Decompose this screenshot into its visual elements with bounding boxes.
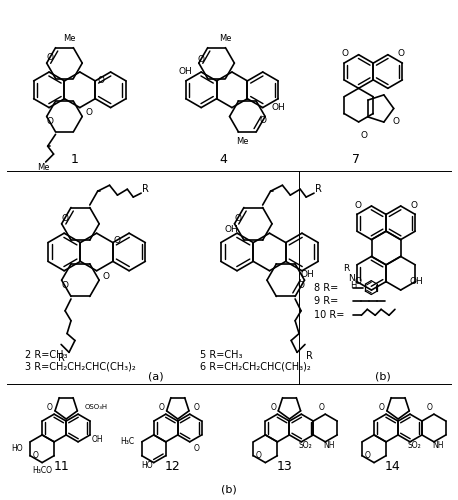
Text: Me: Me bbox=[38, 164, 50, 172]
Text: 13: 13 bbox=[277, 460, 292, 473]
Text: 4: 4 bbox=[219, 152, 227, 166]
Text: HO: HO bbox=[141, 461, 153, 470]
Text: Me: Me bbox=[236, 137, 248, 146]
Text: O: O bbox=[103, 272, 109, 281]
Text: 3 R=CH₂CH₂CHC(CH₃)₂: 3 R=CH₂CH₂CHC(CH₃)₂ bbox=[25, 362, 135, 372]
Text: (b): (b) bbox=[221, 484, 237, 494]
Text: 12: 12 bbox=[165, 460, 180, 473]
Text: SO₂: SO₂ bbox=[299, 442, 312, 450]
Text: SO₂: SO₂ bbox=[407, 442, 421, 450]
Text: O: O bbox=[360, 131, 367, 140]
Text: O: O bbox=[297, 282, 304, 290]
Text: 2 R=CH₃: 2 R=CH₃ bbox=[25, 350, 67, 360]
Text: OH: OH bbox=[409, 277, 423, 286]
Text: H: H bbox=[350, 280, 356, 289]
Text: (a): (a) bbox=[148, 372, 164, 382]
Text: O: O bbox=[235, 214, 242, 222]
Text: O: O bbox=[393, 118, 400, 126]
Text: O: O bbox=[62, 214, 69, 222]
Text: O: O bbox=[256, 451, 262, 460]
Text: HO: HO bbox=[11, 444, 23, 454]
Text: O: O bbox=[62, 282, 69, 290]
Text: 6 R=CH₂CH₂CHC(CH₃)₂: 6 R=CH₂CH₂CHC(CH₃)₂ bbox=[200, 362, 311, 372]
Text: 1: 1 bbox=[71, 152, 79, 166]
Text: 5 R=CH₃: 5 R=CH₃ bbox=[200, 350, 243, 360]
Text: O: O bbox=[85, 108, 92, 118]
Text: 8 R=: 8 R= bbox=[314, 282, 338, 292]
Text: OH: OH bbox=[301, 270, 315, 279]
Text: O: O bbox=[47, 54, 54, 62]
Text: O: O bbox=[379, 402, 385, 411]
Text: 9 R=: 9 R= bbox=[314, 296, 338, 306]
Text: (b): (b) bbox=[375, 372, 391, 382]
Text: H₃CO: H₃CO bbox=[32, 466, 52, 475]
Text: OH: OH bbox=[92, 434, 104, 444]
Text: 7: 7 bbox=[353, 152, 360, 166]
Text: 10 R=: 10 R= bbox=[314, 310, 344, 320]
Text: Me: Me bbox=[219, 34, 232, 42]
Text: R: R bbox=[142, 184, 148, 194]
Text: O: O bbox=[158, 402, 164, 411]
Text: R: R bbox=[343, 264, 349, 272]
Text: R: R bbox=[315, 184, 322, 194]
Text: NH: NH bbox=[432, 442, 444, 450]
Text: O: O bbox=[98, 76, 105, 86]
Text: 11: 11 bbox=[53, 460, 69, 473]
Text: O: O bbox=[260, 116, 267, 124]
Text: O: O bbox=[194, 402, 200, 411]
Text: O: O bbox=[427, 402, 433, 411]
Text: OH: OH bbox=[272, 103, 285, 112]
Text: O: O bbox=[411, 202, 418, 210]
Text: Me: Me bbox=[64, 34, 76, 42]
Text: OSO₃H: OSO₃H bbox=[85, 404, 108, 410]
Text: H₃C: H₃C bbox=[120, 438, 134, 446]
Text: R: R bbox=[305, 352, 312, 362]
Text: O: O bbox=[342, 48, 349, 58]
Text: O: O bbox=[354, 202, 361, 210]
Text: 14: 14 bbox=[385, 460, 401, 473]
Text: O: O bbox=[194, 444, 200, 454]
Text: O: O bbox=[114, 236, 121, 245]
Text: OH: OH bbox=[179, 68, 192, 76]
Text: O: O bbox=[47, 402, 53, 411]
Text: O: O bbox=[318, 402, 324, 411]
Text: OH: OH bbox=[224, 225, 238, 234]
Text: O: O bbox=[398, 48, 405, 58]
Text: O: O bbox=[270, 402, 276, 411]
Text: NH: NH bbox=[324, 442, 335, 450]
Text: O: O bbox=[47, 118, 54, 126]
Text: O: O bbox=[354, 277, 361, 286]
Text: R: R bbox=[58, 354, 65, 364]
Text: O: O bbox=[364, 451, 370, 460]
Text: O: O bbox=[32, 451, 38, 460]
Text: N: N bbox=[348, 274, 354, 283]
Text: O: O bbox=[197, 55, 204, 64]
